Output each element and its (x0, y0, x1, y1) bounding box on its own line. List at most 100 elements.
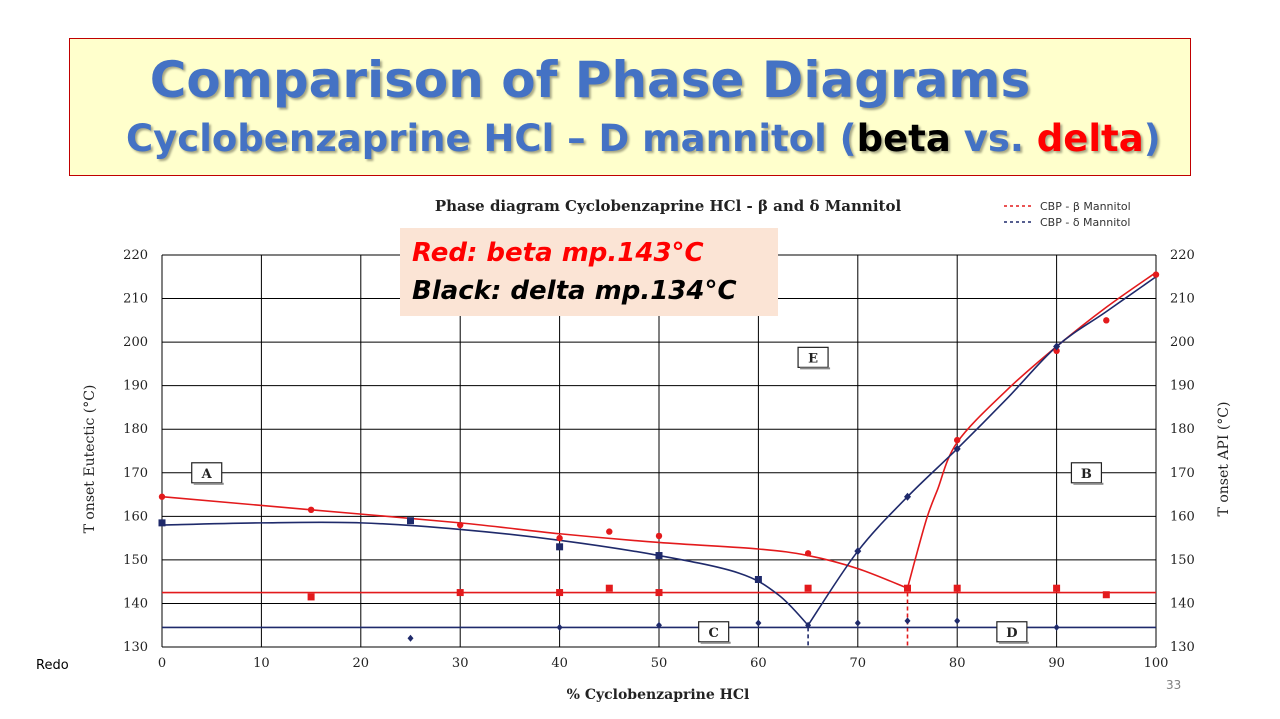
y-tick-label-left: 140 (123, 596, 148, 611)
y-tick-label-left: 130 (123, 640, 148, 655)
data-point-delta-api (953, 444, 961, 453)
region-label-d: D (996, 621, 1029, 644)
region-label-text: C (708, 626, 718, 641)
data-point-delta-eutectic (556, 623, 563, 631)
data-point-delta-liquidus (556, 543, 564, 551)
data-point-delta-eutectic (854, 619, 861, 627)
x-tick-label: 100 (1144, 656, 1169, 671)
chart-title: Phase diagram Cyclobenzaprine HCl - β an… (435, 197, 902, 215)
melting-point-note: Red: beta mp.143°C Black: delta mp.134°C (400, 228, 778, 316)
data-point-beta-eutectic (953, 584, 961, 592)
region-label-text: D (1006, 626, 1017, 641)
y-tick-label-right: 150 (1170, 553, 1195, 568)
data-point-beta-eutectic (1053, 584, 1061, 592)
y-tick-label-left: 210 (123, 292, 148, 307)
data-point-beta-liquidus (1152, 271, 1160, 278)
x-axis-label: % Cyclobenzaprine HCl (567, 687, 750, 703)
data-point-beta-liquidus (457, 521, 464, 529)
x-tick-label: 50 (651, 656, 668, 671)
y-tick-label-right: 190 (1170, 379, 1195, 394)
x-tick-label: 20 (353, 656, 370, 671)
y-tick-label-left: 150 (123, 553, 148, 568)
data-point-delta-liquidus (407, 517, 414, 525)
data-point-beta-eutectic (456, 589, 464, 597)
note-black-line: Black: delta mp.134°C (412, 276, 737, 306)
data-point-beta-eutectic (307, 593, 315, 601)
x-tick-label: 80 (949, 656, 966, 671)
data-point-beta-liquidus (158, 493, 166, 500)
region-label-c: C (698, 621, 731, 644)
slide-title: Comparison of Phase Diagrams (149, 51, 1031, 109)
y-tick-label-right: 220 (1170, 248, 1195, 263)
y-tick-label-left: 190 (123, 379, 148, 394)
data-point-beta-liquidus (556, 534, 563, 542)
x-tick-label: 30 (452, 656, 469, 671)
data-point-beta-liquidus (1103, 317, 1110, 324)
grid-layer (161, 254, 1157, 648)
y-tick-label-right: 180 (1170, 422, 1195, 437)
subtitle-delta: delta (1036, 117, 1144, 160)
region-label-text: E (808, 351, 818, 366)
region-label-shadow (193, 482, 224, 485)
region-label-text: A (201, 467, 213, 482)
x-tick-label: 40 (551, 656, 568, 671)
data-point-delta-eutectic (954, 617, 961, 625)
y-tick-label-right: 200 (1170, 335, 1195, 350)
region-label-text: B (1081, 467, 1092, 482)
x-tick-label: 0 (158, 656, 166, 671)
data-point-beta-liquidus (307, 506, 315, 513)
data-point-beta-eutectic (556, 589, 564, 597)
data-point-beta-liquidus (606, 528, 613, 535)
region-label-shadow (700, 641, 731, 644)
api-curve-beta (906, 271, 1157, 589)
x-tick-label: 60 (750, 656, 767, 671)
y-tick-label-right: 170 (1170, 466, 1195, 481)
data-point-beta-eutectic (605, 584, 613, 592)
legend: CBP - β Mannitol CBP - δ Mannitol (1004, 200, 1131, 229)
note-red-line: Red: beta mp.143°C (412, 238, 704, 268)
marker-layer (158, 271, 1160, 642)
y-axis-label-left: T onset Eutectic (°C) (82, 385, 98, 534)
subtitle-suffix: ) (1143, 117, 1161, 160)
data-point-beta-eutectic (655, 589, 663, 597)
y-tick-label-left: 180 (123, 422, 148, 437)
y-tick-label-right: 130 (1170, 640, 1195, 655)
data-point-delta-liquidus (655, 552, 663, 560)
data-point-beta-eutectic (804, 584, 812, 592)
data-point-delta-eutectic (656, 621, 662, 629)
data-point-delta-eutectic (904, 617, 911, 625)
region-label-shadow (998, 641, 1029, 644)
subtitle-beta: beta (856, 117, 951, 160)
data-point-delta-api (1053, 342, 1061, 351)
slide-subtitle: Cyclobenzaprine HCl – D mannitol (beta v… (126, 117, 1161, 160)
side-label: Redo (36, 658, 69, 673)
data-point-beta-liquidus (655, 532, 663, 540)
data-point-delta-api (854, 547, 862, 556)
data-point-beta-liquidus (954, 436, 961, 444)
page-number: 33 (1166, 678, 1182, 692)
data-point-delta-liquidus (754, 575, 762, 583)
data-point-delta-eutectic (1053, 623, 1060, 631)
data-point-beta-liquidus (804, 550, 812, 557)
legend-label-delta: CBP - δ Mannitol (1040, 216, 1130, 229)
y-tick-label-left: 170 (123, 466, 148, 481)
y-tick-label-right: 210 (1170, 292, 1195, 307)
data-point-beta-eutectic (1102, 591, 1110, 599)
data-point-delta-eutectic (755, 619, 762, 627)
region-label-shadow (1073, 482, 1104, 485)
legend-label-beta: CBP - β Mannitol (1040, 200, 1131, 213)
region-label-e: E (797, 346, 831, 370)
liquidus-curve-beta (161, 495, 908, 589)
api-curve-delta (807, 276, 1157, 626)
data-point-delta-liquidus (158, 519, 166, 527)
data-point-delta-api (904, 492, 911, 501)
y-axis-label-right: T onset API (°C) (1216, 402, 1232, 517)
title-banner: Comparison of Phase Diagrams Cyclobenzap… (69, 38, 1191, 176)
y-tick-label-right: 140 (1170, 596, 1195, 611)
data-point-beta-eutectic (904, 584, 911, 592)
x-tick-label: 90 (1048, 656, 1065, 671)
y-tick-label-right: 160 (1170, 509, 1195, 524)
subtitle-prefix: Cyclobenzaprine HCl – D mannitol ( (126, 117, 857, 160)
